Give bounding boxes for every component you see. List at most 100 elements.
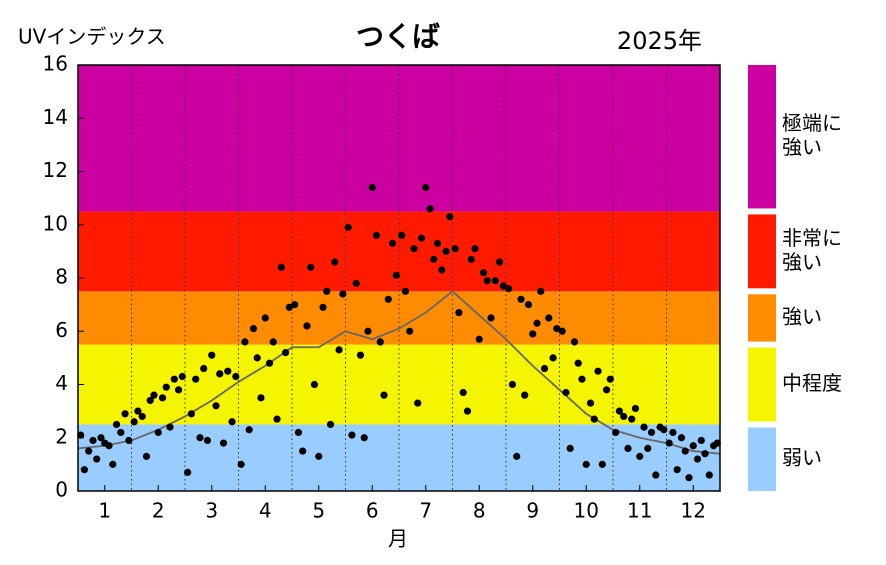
data-point <box>178 372 186 381</box>
y-tick-label: 0 <box>55 478 68 502</box>
data-point <box>344 223 352 232</box>
data-point <box>208 351 216 359</box>
data-point <box>125 436 133 445</box>
data-point <box>487 314 495 322</box>
trend-line <box>77 290 721 455</box>
data-point <box>80 466 89 474</box>
legend-swatch <box>748 427 776 491</box>
data-point <box>77 431 85 439</box>
data-point <box>339 290 347 298</box>
data-point <box>644 444 652 452</box>
data-point <box>628 415 636 423</box>
data-point <box>93 455 101 463</box>
data-point <box>146 396 154 405</box>
data-point <box>701 450 709 458</box>
data-point <box>681 447 689 455</box>
data-point <box>310 380 319 389</box>
x-tick-label: 3 <box>205 499 218 523</box>
data-point <box>636 452 644 460</box>
data-point <box>540 364 549 373</box>
data-point <box>459 388 467 397</box>
data-point <box>677 434 686 442</box>
data-point <box>392 271 400 279</box>
y-tick-label: 14 <box>43 105 68 129</box>
data-point <box>578 375 586 383</box>
data-point <box>475 335 483 343</box>
data-point <box>537 287 545 295</box>
data-point <box>652 471 660 479</box>
data-point <box>138 412 146 421</box>
data-point <box>606 375 614 383</box>
legend-swatch <box>748 65 776 209</box>
data-point <box>384 295 392 303</box>
data-point <box>533 319 541 327</box>
data-point <box>705 471 713 479</box>
data-point <box>105 442 113 450</box>
data-point <box>669 428 677 437</box>
data-point <box>121 410 129 418</box>
data-point <box>219 439 228 447</box>
data-point <box>170 375 178 383</box>
data-point <box>697 436 705 445</box>
data-point <box>200 364 208 373</box>
data-point <box>331 258 339 266</box>
data-point <box>117 428 125 437</box>
data-point <box>562 388 570 397</box>
data-point <box>352 279 360 287</box>
year-label: 2025年 <box>617 27 702 55</box>
data-point <box>294 428 303 437</box>
x-tick-label: 1 <box>98 499 111 523</box>
data-point <box>417 234 426 242</box>
legend-swatch <box>748 347 776 422</box>
data-point <box>348 431 356 439</box>
data-point <box>553 324 561 333</box>
data-point <box>291 301 299 309</box>
data-point <box>166 423 174 431</box>
y-tick-label: 10 <box>43 211 68 235</box>
legend-label: 非常に <box>782 226 842 250</box>
legend-label: 強い <box>782 250 822 274</box>
x-tick-label: 10 <box>574 499 599 523</box>
x-tick-label: 12 <box>681 499 706 523</box>
data-point <box>433 239 442 247</box>
data-point <box>442 247 450 255</box>
data-point <box>253 354 261 362</box>
data-point <box>257 394 265 402</box>
data-point <box>524 301 533 309</box>
data-point <box>505 285 513 293</box>
data-point <box>356 351 365 359</box>
y-tick-label: 4 <box>55 371 68 395</box>
data-point <box>499 282 507 290</box>
data-point <box>376 338 384 346</box>
data-point <box>406 327 414 335</box>
data-point <box>693 455 702 463</box>
data-point <box>323 287 331 295</box>
data-point <box>192 375 200 383</box>
data-point <box>360 434 368 442</box>
data-point <box>224 367 232 375</box>
data-point <box>529 330 537 338</box>
data-point <box>364 327 372 335</box>
data-point <box>467 255 475 263</box>
data-point <box>174 386 183 394</box>
y-tick-label: 2 <box>55 424 68 448</box>
data-point <box>594 367 602 375</box>
data-point <box>471 245 479 253</box>
data-point <box>590 415 598 423</box>
data-point <box>285 303 293 311</box>
data-point <box>545 314 553 322</box>
data-point <box>455 309 463 317</box>
data-point <box>261 314 269 322</box>
data-point <box>508 380 517 389</box>
data-point <box>566 444 574 452</box>
chart-title: つくば <box>356 20 440 53</box>
x-tick-label: 4 <box>259 499 272 523</box>
data-point <box>430 255 438 263</box>
y-axis-title: UVインデックス <box>18 25 166 49</box>
data-point <box>513 452 521 460</box>
data-point <box>265 359 274 367</box>
data-point <box>326 420 335 429</box>
legend-label: 強い <box>782 135 822 159</box>
legend-label: 強い <box>782 304 822 328</box>
x-axis-title: 月 <box>388 527 408 551</box>
